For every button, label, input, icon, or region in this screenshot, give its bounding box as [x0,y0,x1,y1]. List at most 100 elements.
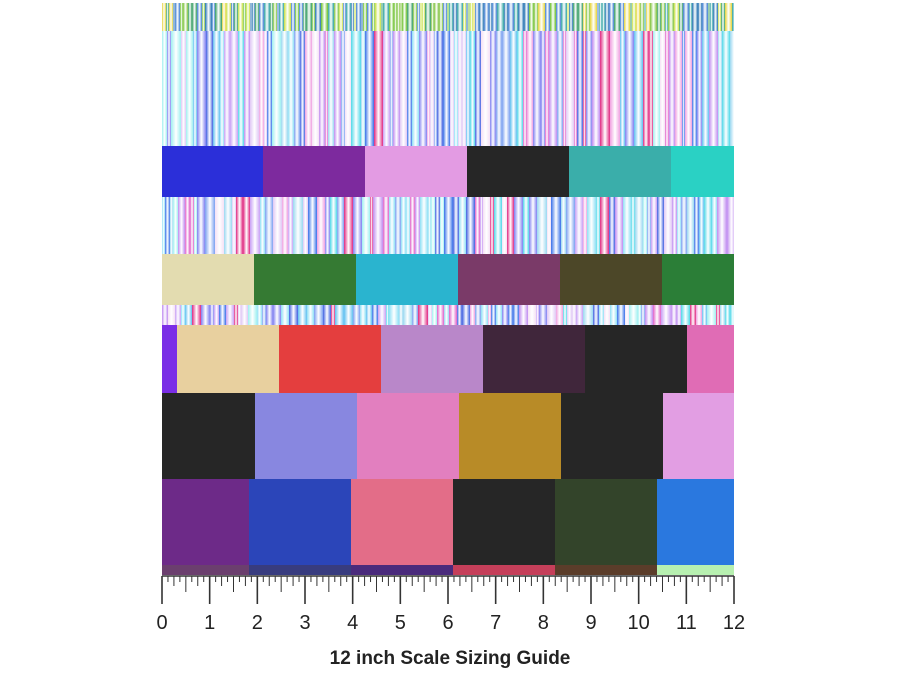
pattern-stripe [620,31,625,146]
pattern-stripe [563,31,566,146]
pattern-stripe [692,3,698,31]
color-swatch [459,393,561,479]
pattern-stripe [412,31,419,146]
color-swatch [555,565,657,575]
pattern-stripe [529,197,537,254]
pattern-stripe [725,305,730,325]
pattern-stripe [479,3,484,31]
pattern-stripe [307,305,314,325]
pattern-stripe [354,3,356,31]
pattern-stripe [647,197,651,254]
stripe-band-2 [162,197,734,254]
pattern-stripe [205,3,212,31]
color-swatch [356,254,458,305]
pattern-stripe [586,3,590,31]
pattern-stripe [458,31,462,146]
pattern-stripe [470,31,475,146]
pattern-stripe [243,3,246,31]
pattern-stripe [615,197,623,254]
pattern-stripe [527,31,533,146]
pattern-stripe [185,305,192,325]
pattern-stripe [264,31,267,146]
pattern-stripe [370,197,373,254]
ruler-label: 7 [490,612,502,634]
pattern-stripe [252,3,255,31]
pattern-stripe [635,197,643,254]
pattern-stripe [708,3,710,31]
pattern-stripe [173,3,175,31]
pattern-stripe [712,197,717,254]
pattern-stripe [586,31,592,146]
pattern-stripe [629,305,638,325]
pattern-stripe [272,31,281,146]
pattern-stripe [484,3,489,31]
pattern-stripe [291,3,295,31]
color-swatch [162,393,255,479]
pattern-stripe [397,3,400,31]
pattern-stripe [545,31,549,146]
pattern-stripe [266,305,273,325]
ruler-label: 5 [394,612,406,634]
ruler-label: 4 [347,612,359,634]
pattern-stripe [683,3,689,31]
pattern-stripe [636,3,640,31]
pattern-stripe [312,3,315,31]
pattern-stripe [702,305,707,325]
color-swatch [569,146,671,197]
pattern-stripe [365,31,374,146]
color-block-row-2 [162,254,734,305]
pattern-stripe [447,3,449,31]
color-swatch [249,565,351,575]
pattern-stripe [664,197,672,254]
pattern-stripe [440,197,444,254]
pattern-stripe [317,197,325,254]
pattern-stripe [653,305,661,325]
pattern-stripe [383,197,389,254]
pattern-stripe [489,3,492,31]
pattern-stripe [435,197,440,254]
pattern-stripe [248,305,257,325]
pattern-stripe [165,197,170,254]
pattern-stripe [675,31,682,146]
pattern-stripe [406,197,410,254]
pattern-stripe [600,197,609,254]
pattern-stripe [401,197,406,254]
pattern-stripe [567,305,572,325]
pattern-stripe [238,305,241,325]
pattern-stripe [566,31,574,146]
pattern-stripe [563,305,567,325]
pattern-stripe [533,31,541,146]
pattern-stripe [687,197,694,254]
pattern-stripe [557,31,563,146]
color-swatch [162,146,263,197]
pattern-stripe [488,305,491,325]
pattern-stripe [574,31,577,146]
pattern-stripe [650,3,657,31]
pattern-stripe [413,3,417,31]
pattern-stripe [716,305,720,325]
pattern-stripe [632,3,636,31]
pattern-stripe [175,305,181,325]
pattern-stripe [226,3,231,31]
pattern-stripe [325,197,330,254]
pattern-stripe [536,305,539,325]
pattern-stripe [651,197,657,254]
pattern-stripe [345,31,351,146]
pattern-stripe [386,305,389,325]
pattern-stripe [710,3,713,31]
pattern-stripe [407,3,413,31]
color-block-row-5 [162,479,734,565]
pattern-stripe [694,197,699,254]
pattern-stripe [282,197,288,254]
color-swatch [255,393,357,479]
pattern-stripe [640,3,644,31]
pattern-stripe [462,305,470,325]
pattern-stripe [255,3,259,31]
pattern-stripe [244,31,250,146]
pattern-stripe [468,3,470,31]
pattern-stripe [162,31,167,146]
pattern-stripe [344,197,353,254]
pattern-stripe [330,197,337,254]
color-swatch [249,479,351,565]
pattern-stripe [623,197,631,254]
